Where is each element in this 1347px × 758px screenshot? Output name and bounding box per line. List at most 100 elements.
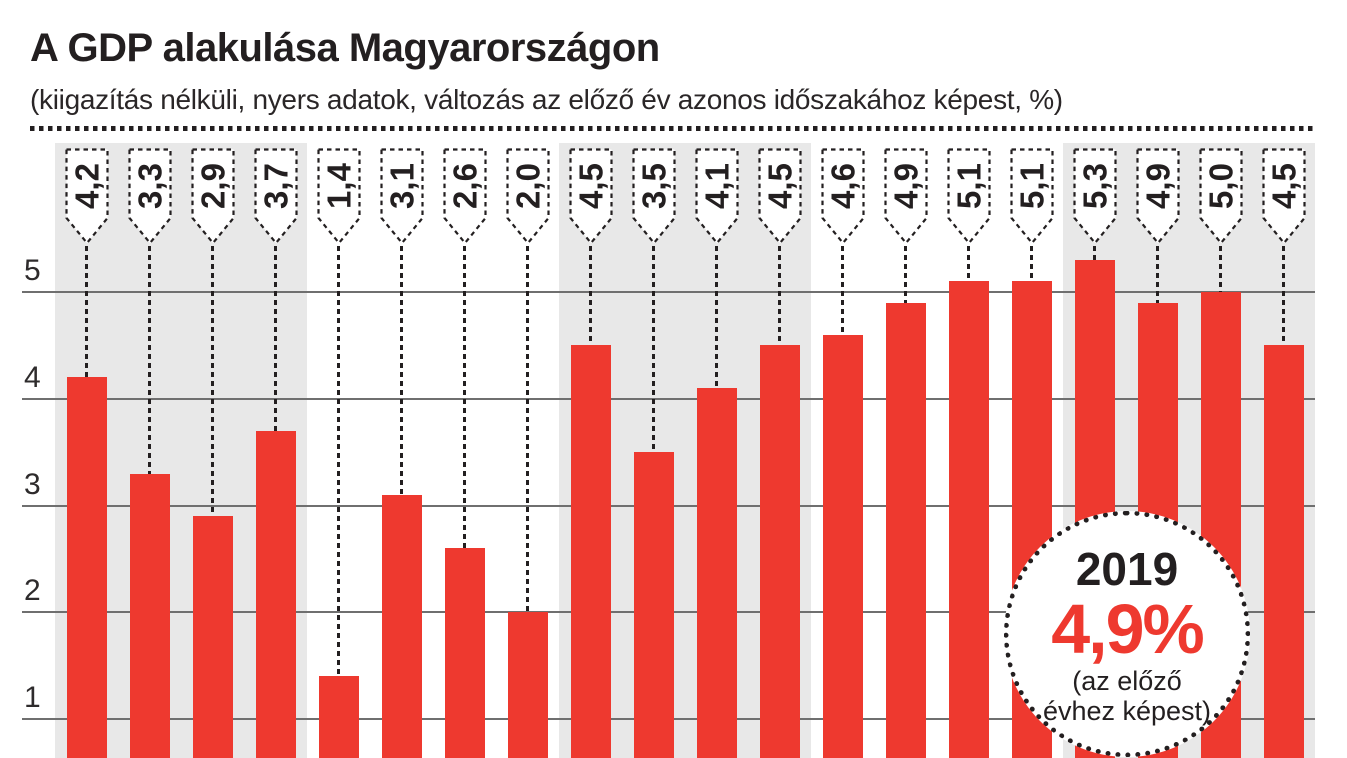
value-flag: 4,5: [568, 148, 613, 245]
bar: [1263, 345, 1304, 758]
value-flag-outline: [1135, 148, 1180, 245]
value-flag-outline: [757, 148, 802, 245]
flag-leader-line: [85, 246, 88, 378]
flag-leader-line: [1030, 246, 1033, 282]
value-flag-label: 5,0: [1202, 163, 1239, 209]
y-axis-tick-label: 1: [24, 681, 41, 715]
value-flag-label: 3,1: [383, 163, 420, 209]
bar: [759, 345, 800, 758]
value-flag: 2,9: [190, 148, 235, 245]
flag-leader-line: [589, 246, 592, 346]
value-flag: 2,6: [442, 148, 487, 245]
bar: [948, 281, 989, 758]
value-flag: 4,5: [757, 148, 802, 245]
flag-leader-line: [1093, 246, 1096, 260]
value-flag: 4,1: [694, 148, 739, 245]
value-flag: 5,3: [1072, 148, 1117, 245]
y-axis-tick-label: 5: [24, 254, 41, 287]
bar: [885, 302, 926, 758]
flag-leader-line: [463, 246, 466, 549]
bar: [633, 452, 674, 758]
value-flag-label: 4,6: [824, 163, 861, 209]
flag-leader-line: [778, 246, 781, 346]
flag-leader-line: [337, 246, 340, 677]
flag-leader-line: [715, 246, 718, 389]
value-flag-label: 4,9: [887, 163, 924, 209]
bar: [381, 494, 422, 758]
value-flag-label: 5,1: [950, 163, 987, 209]
flag-leader-line: [211, 246, 214, 517]
flag-leader-line: [526, 246, 529, 613]
value-flag-label: 5,3: [1076, 163, 1113, 209]
flag-leader-line: [274, 246, 277, 431]
value-flag: 4,2: [64, 148, 109, 245]
value-flag: 5,0: [1198, 148, 1243, 245]
value-flag: 2,0: [505, 148, 550, 245]
bar: [696, 388, 737, 758]
flag-leader-line: [841, 246, 844, 335]
value-flag: 3,7: [253, 148, 298, 245]
value-flag-label: 5,1: [1013, 163, 1050, 209]
value-flag-label: 4,5: [572, 163, 609, 209]
value-flag-label: 4,5: [1265, 163, 1302, 209]
value-flag-outline: [64, 148, 109, 245]
flag-leader-line: [1156, 246, 1159, 303]
year-highlight-badge: 2019 4,9% (az előző évhez képest): [1004, 511, 1250, 757]
value-flag-label: 4,2: [68, 163, 105, 209]
value-flag: 4,5: [1261, 148, 1306, 245]
value-flag-outline: [127, 148, 172, 245]
value-flag: 4,6: [820, 148, 865, 245]
value-flag-label: 3,3: [131, 163, 168, 209]
value-flag-label: 2,9: [194, 163, 231, 209]
value-flag-outline: [1261, 148, 1306, 245]
value-flag: 3,3: [127, 148, 172, 245]
value-flag: 1,4: [316, 148, 361, 245]
value-flag-outline: [442, 148, 487, 245]
value-flag-label: 4,5: [761, 163, 798, 209]
bar: [129, 473, 170, 758]
badge-value: 4,9%: [1051, 590, 1205, 668]
value-flag: 4,9: [883, 148, 928, 245]
flag-leader-line: [1282, 246, 1285, 346]
value-flag: 3,1: [379, 148, 424, 245]
value-flag-outline: [883, 148, 928, 245]
dotted-separator: [30, 126, 1313, 131]
chart-subtitle: (kiigazítás nélküli, nyers adatok, válto…: [30, 84, 1063, 115]
value-flag-label: 2,0: [509, 163, 546, 209]
value-flag-outline: [568, 148, 613, 245]
bar: [570, 345, 611, 758]
value-flag-label: 3,7: [257, 163, 294, 209]
value-flag-outline: [1009, 148, 1054, 245]
value-flag: 3,5: [631, 148, 676, 245]
value-flag: 4,9: [1135, 148, 1180, 245]
flag-leader-line: [904, 246, 907, 303]
bar: [66, 377, 107, 758]
value-flag-outline: [379, 148, 424, 245]
value-flag-outline: [505, 148, 550, 245]
badge-note-line1: (az előző: [1072, 666, 1182, 696]
badge-year: 2019: [1075, 543, 1179, 595]
flag-leader-line: [400, 246, 403, 495]
flag-leader-line: [148, 246, 151, 474]
value-flag-label: 4,9: [1139, 163, 1176, 209]
bar: [318, 676, 359, 758]
gridline: [22, 397, 1315, 400]
y-axis-tick-label: 3: [24, 467, 41, 501]
bar: [822, 334, 863, 758]
y-axis-tick-label: 4: [24, 360, 41, 394]
flag-leader-line: [652, 246, 655, 453]
value-flag-outline: [820, 148, 865, 245]
value-flag-label: 4,1: [698, 163, 735, 209]
badge-note-line2: évhez képest): [1042, 695, 1212, 726]
bar: [192, 516, 233, 758]
bar: [255, 430, 296, 758]
bar: [507, 612, 548, 758]
value-flag: 5,1: [946, 148, 991, 245]
gridline: [22, 291, 1315, 293]
value-flag: 5,1: [1009, 148, 1054, 245]
bar: [444, 548, 485, 758]
value-flag-label: 2,6: [446, 163, 483, 209]
value-flag-label: 3,5: [635, 163, 672, 209]
value-flag-outline: [316, 148, 361, 245]
